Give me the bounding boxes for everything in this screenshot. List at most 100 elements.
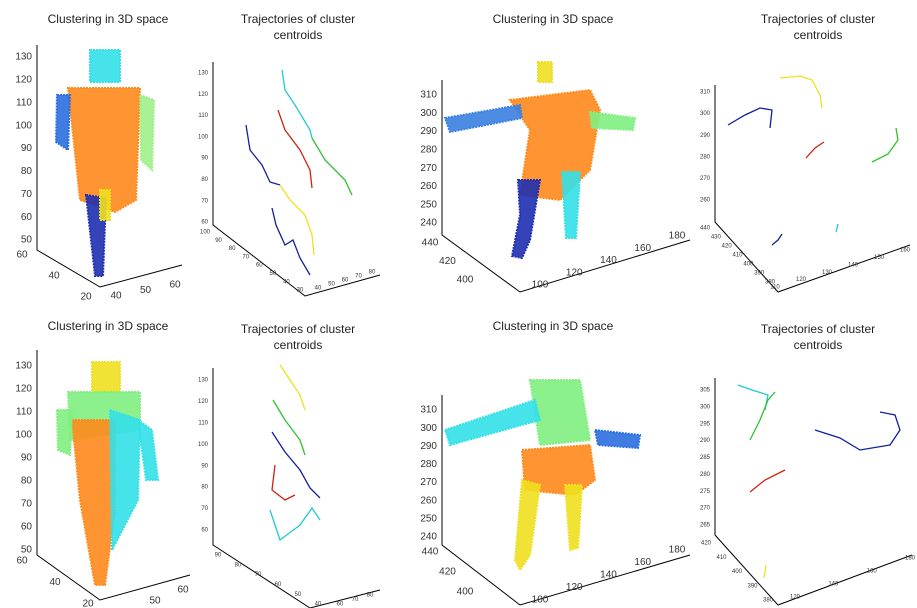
x-tick-label: 110 [770,285,780,291]
x-tick-label: 60 [169,280,181,291]
panel: Clustering in 3D space 130 120 110 100 90 80 70… [15,319,191,608]
z-tick-label: 280 [700,472,711,478]
panel: Trajectories of cluster centroids 305 300 29… [700,322,916,606]
z-tick-label: 110 [16,407,32,418]
x-tick-label: 160 [634,243,651,254]
z-tick-label: 100 [15,120,32,131]
z-tick-label: 120 [198,399,209,405]
y-tick-label: 40 [283,279,290,285]
z-tick-label: 60 [21,212,33,223]
y-tick-label: 60 [16,556,28,567]
z-tick-label: 310 [420,90,437,101]
z-tick-label: 290 [420,441,437,452]
y-tick-label: 60 [16,250,28,261]
panel-title: centroids [274,28,323,42]
x-tick-label: 120 [790,595,801,601]
y-tick-label: 40 [49,577,61,588]
x-tick-label: 80 [369,270,376,276]
y-tick-label: 40 [315,602,322,608]
y-tick-label: 20 [80,292,92,303]
x-tick-label: 50 [328,282,335,288]
x-tick-label: 100 [532,595,549,606]
x-tick-label: 40 [315,286,322,292]
y-tick-label: 100 [200,230,211,236]
z-tick-label: 275 [700,489,711,495]
z-tick-label: 240 [420,532,437,543]
panel-title: Clustering in 3D space [48,319,169,333]
z-tick-label: 285 [700,455,711,461]
z-tick-label: 60 [201,528,208,534]
z-tick-label: 60 [201,220,208,226]
y-tick-label: 390 [747,583,758,589]
trajectories [245,69,353,276]
z-tick-label: 100 [198,442,209,448]
panel-title: Trajectories of cluster [761,322,875,336]
panel-title: centroids [794,338,843,352]
z-tick-label: 90 [201,156,208,162]
y-tick-label: 50 [295,592,302,598]
x-tick-label: 180 [905,556,916,562]
trajectories [269,364,321,542]
z-tick-label: 260 [420,495,437,506]
z-tick-label: 120 [15,384,32,395]
x-tick-label: 160 [867,569,878,575]
y-tick-label: 410 [732,253,743,259]
z-tick-label: 130 [15,361,32,372]
body-clusters [55,361,160,586]
x-tick-label: 180 [669,231,686,242]
x-tick-label: 120 [566,267,583,278]
y-tick-label: 440 [422,238,439,249]
z-tick-label: 50 [21,235,33,246]
y-tick-label: 70 [255,572,262,578]
y-tick-label: 400 [457,587,474,598]
z-tick-label: 240 [420,218,437,229]
y-tick-label: 90 [215,238,222,244]
z-tick-label: 290 [700,438,711,444]
axis-line [212,368,381,608]
z-tick-label: 80 [201,485,208,491]
axis-line [441,395,691,606]
x-tick-label: 60 [337,602,344,608]
z-tick-label: 70 [201,198,208,204]
z-tick-label: 270 [700,506,711,512]
panel-title: Clustering in 3D space [48,12,169,26]
z-tick-label: 50 [21,545,33,556]
y-tick-label: 390 [754,271,765,277]
panel-title: Trajectories of cluster [241,322,355,336]
panel-title: Trajectories of cluster [241,12,355,26]
x-tick-label: 130 [822,270,833,276]
z-tick-label: 260 [420,181,437,192]
y-tick-label: 420 [439,256,456,267]
x-tick-label: 120 [566,582,583,593]
z-tick-label: 120 [15,75,32,86]
z-tick-label: 90 [21,453,33,464]
y-tick-label: 380 [765,280,776,286]
z-tick-label: 300 [700,111,711,117]
x-tick-label: 50 [140,285,152,296]
panel-title: centroids [274,338,323,352]
z-tick-label: 70 [21,499,33,510]
body-clusters [54,49,156,277]
y-tick-label: 60 [275,582,282,588]
axis-line [36,45,183,288]
x-tick-label: 70 [355,274,362,280]
y-tick-label: 20 [82,599,94,608]
panel: Trajectories of cluster centroids 130 120 11… [198,12,381,297]
x-tick-label: 180 [669,545,686,556]
x-tick-label: 60 [177,585,189,596]
x-tick-label: 70 [352,597,359,603]
y-tick-label: 420 [701,541,712,547]
x-tick-label: 140 [600,255,617,266]
y-tick-label: 410 [716,555,727,561]
y-tick-label: 420 [439,567,456,578]
z-tick-label: 70 [21,189,33,200]
y-tick-label: 440 [700,226,711,232]
y-tick-label: 380 [763,598,774,604]
z-tick-label: 290 [700,133,711,139]
z-tick-label: 120 [198,92,209,98]
trajectories [737,384,901,579]
x-tick-label: 140 [600,570,617,581]
z-tick-label: 270 [700,176,711,182]
trajectories [727,75,899,246]
x-tick-label: 120 [796,277,807,283]
